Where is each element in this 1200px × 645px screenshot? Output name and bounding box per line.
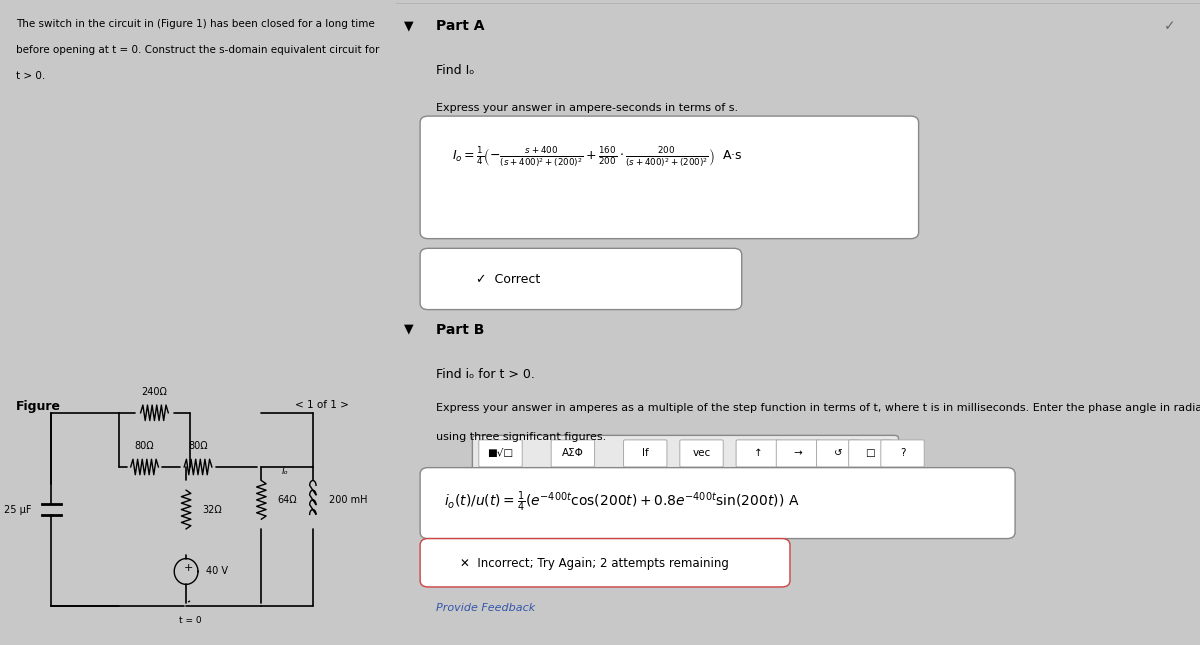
Text: +: +: [184, 562, 193, 573]
FancyBboxPatch shape: [624, 440, 667, 467]
Text: ▼: ▼: [404, 322, 414, 335]
FancyBboxPatch shape: [473, 435, 899, 471]
Text: ✓: ✓: [1164, 19, 1176, 34]
FancyBboxPatch shape: [881, 440, 924, 467]
Text: 200 mH: 200 mH: [329, 495, 367, 505]
Text: t = 0: t = 0: [179, 616, 202, 625]
FancyBboxPatch shape: [420, 116, 919, 239]
Text: Express your answer in ampere-seconds in terms of s.: Express your answer in ampere-seconds in…: [437, 103, 738, 114]
Text: before opening at t = 0. Construct the s-domain equivalent circuit for: before opening at t = 0. Construct the s…: [16, 45, 379, 55]
Text: Part B: Part B: [437, 322, 485, 337]
Text: Part A: Part A: [437, 19, 485, 34]
Text: ■√□: ■√□: [487, 448, 514, 459]
Text: Figure: Figure: [16, 400, 61, 413]
Text: 32Ω: 32Ω: [202, 504, 222, 515]
FancyBboxPatch shape: [848, 440, 892, 467]
Text: The switch in the circuit in (Figure 1) has been closed for a long time: The switch in the circuit in (Figure 1) …: [16, 19, 374, 30]
Text: If: If: [642, 448, 649, 459]
Text: vec: vec: [692, 448, 710, 459]
Text: Express your answer in amperes as a multiple of the step function in terms of t,: Express your answer in amperes as a mult…: [437, 403, 1200, 413]
Text: iₒ: iₒ: [281, 466, 288, 476]
Text: ↺: ↺: [834, 448, 842, 459]
FancyBboxPatch shape: [420, 539, 790, 587]
Text: 240Ω: 240Ω: [142, 386, 167, 397]
FancyBboxPatch shape: [420, 468, 1015, 539]
Text: 64Ω: 64Ω: [277, 495, 296, 505]
FancyBboxPatch shape: [816, 440, 860, 467]
FancyBboxPatch shape: [420, 248, 742, 310]
Text: 80Ω: 80Ω: [134, 441, 155, 451]
FancyBboxPatch shape: [479, 440, 522, 467]
Text: < 1 of 1 >: < 1 of 1 >: [295, 400, 348, 410]
Text: ΑΣΦ: ΑΣΦ: [562, 448, 584, 459]
Text: ?: ?: [900, 448, 905, 459]
Text: 80Ω: 80Ω: [188, 441, 208, 451]
FancyBboxPatch shape: [736, 440, 780, 467]
Text: $i_o(t)/u(t) = \frac{1}{4}(e^{-400t}\cos(200t) + 0.8e^{-400t}\sin(200t))\ \mathr: $i_o(t)/u(t) = \frac{1}{4}(e^{-400t}\cos…: [444, 490, 799, 514]
Text: ✕  Incorrect; Try Again; 2 attempts remaining: ✕ Incorrect; Try Again; 2 attempts remai…: [461, 557, 730, 570]
Text: □: □: [865, 448, 875, 459]
Text: 25 μF: 25 μF: [4, 504, 31, 515]
Text: 40 V: 40 V: [206, 566, 228, 577]
FancyBboxPatch shape: [551, 440, 594, 467]
Text: ▼: ▼: [404, 19, 414, 32]
FancyBboxPatch shape: [680, 440, 724, 467]
Text: ✓  Correct: ✓ Correct: [476, 273, 541, 286]
Text: Find Iₒ: Find Iₒ: [437, 64, 474, 77]
Text: Provide Feedback: Provide Feedback: [437, 603, 535, 613]
Text: $I_o = \frac{1}{4}\left(-\frac{s+400}{(s+400)^2+(200)^2} + \frac{160}{200}\cdot\: $I_o = \frac{1}{4}\left(-\frac{s+400}{(s…: [452, 146, 743, 170]
Text: →: →: [793, 448, 803, 459]
Text: t > 0.: t > 0.: [16, 71, 46, 81]
Text: using three significant figures.: using three significant figures.: [437, 432, 606, 442]
Text: ↑: ↑: [754, 448, 762, 459]
Text: Find iₒ for t > 0.: Find iₒ for t > 0.: [437, 368, 535, 381]
FancyBboxPatch shape: [776, 440, 820, 467]
